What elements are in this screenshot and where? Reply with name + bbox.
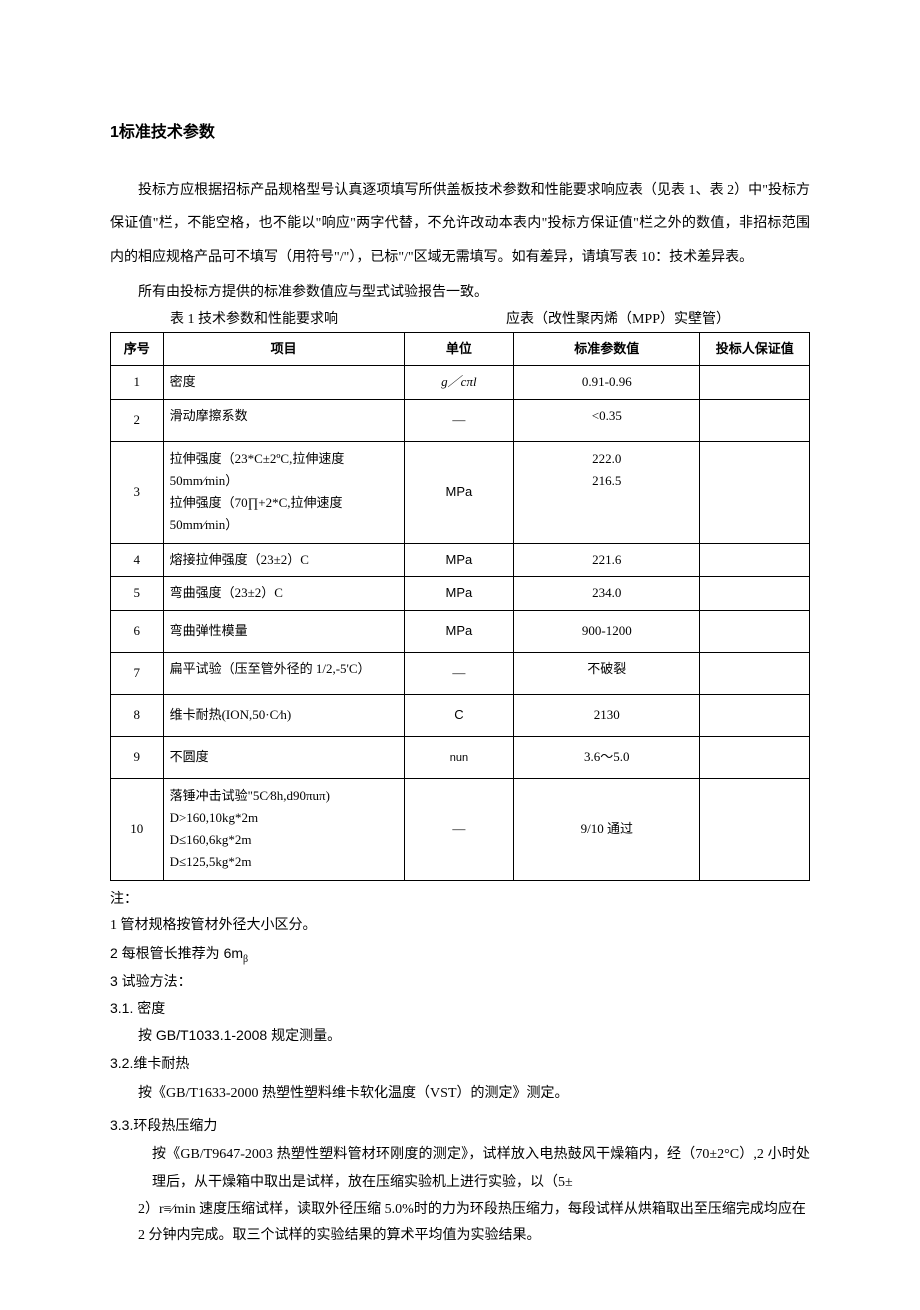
- cell-std: 234.0: [514, 577, 700, 611]
- unit-text: nun: [450, 752, 468, 764]
- cell-bid: [700, 737, 810, 779]
- table-row: 9 不圆度 nun 3.6～5.0: [111, 737, 810, 779]
- table-header-row: 序号 项目 单位 标准参数值 投标人保证值: [111, 332, 810, 366]
- note-body: 按《GB/T1633-2000 热塑性塑料维卡软化温度（VST）的测定》测定。: [110, 1079, 810, 1110]
- cell-bid: [700, 400, 810, 442]
- cell-item: 密度: [163, 366, 404, 400]
- note-subheading: 3.2.维卡耐热: [110, 1048, 810, 1079]
- cell-bid: [700, 695, 810, 737]
- cell-item: 维卡耐热(ION,50·C∕h): [163, 695, 404, 737]
- unit-text: MPa: [446, 484, 473, 499]
- cell-seq: 9: [111, 737, 164, 779]
- note-item: 2 每根管长推荐为 6mβ: [110, 940, 810, 969]
- cell-bid: [700, 366, 810, 400]
- unit-text: MPa: [446, 623, 473, 638]
- table-caption: 表 1 技术参数和性能要求响 应表（改性聚丙烯（MPP）实壁管）: [110, 309, 810, 331]
- intro-paragraph-2: 所有由投标方提供的标准参数值应与型式试验报告一致。: [110, 278, 810, 309]
- note-item: 3 试验方法：: [110, 968, 810, 995]
- cell-seq: 10: [111, 779, 164, 880]
- cell-seq: 6: [111, 611, 164, 653]
- unit-text: g／cπl: [441, 374, 476, 389]
- cell-unit: MPa: [404, 577, 514, 611]
- cell-unit: C: [404, 695, 514, 737]
- table-row: 2 滑动摩擦系数 — <0.35: [111, 400, 810, 442]
- cell-seq: 2: [111, 400, 164, 442]
- note-sub: β: [243, 953, 248, 964]
- cell-seq: 5: [111, 577, 164, 611]
- cell-bid: [700, 442, 810, 543]
- cell-unit: MPa: [404, 611, 514, 653]
- th-seq: 序号: [111, 332, 164, 366]
- note-body: 按 GB/T1033.1-2008 规定测量。: [110, 1022, 810, 1049]
- cell-item: 弯曲强度（23±2）C: [163, 577, 404, 611]
- cell-item: 弯曲弹性模量: [163, 611, 404, 653]
- spec-table: 序号 项目 单位 标准参数值 投标人保证值 1 密度 g／cπl 0.91-0.…: [110, 332, 810, 881]
- table-row: 7 扁平试验（压至管外径的 1/2,-5'C） — 不破裂: [111, 653, 810, 695]
- note-text: 2 每根管长推荐为 6m: [110, 945, 243, 961]
- note-item: 1 管材规格按管材外径大小区分。: [110, 913, 810, 940]
- th-unit: 单位: [404, 332, 514, 366]
- cell-unit: MPa: [404, 543, 514, 577]
- intro-paragraph-1: 投标方应根据招标产品规格型号认真逐项填写所供盖板技术参数和性能要求响应表（见表 …: [110, 174, 810, 275]
- unit-text: MPa: [446, 552, 473, 567]
- cell-seq: 3: [111, 442, 164, 543]
- cell-item: 不圆度: [163, 737, 404, 779]
- cell-std: 9/10 通过: [514, 779, 700, 880]
- note-label: 注：: [110, 887, 810, 914]
- cell-std: 不破裂: [514, 653, 700, 695]
- cell-bid: [700, 653, 810, 695]
- cell-item: 滑动摩擦系数: [163, 400, 404, 442]
- th-std: 标准参数值: [514, 332, 700, 366]
- unit-text: MPa: [446, 585, 473, 600]
- unit-text: C: [454, 707, 463, 722]
- note-subheading: 3.1. 密度: [110, 995, 810, 1022]
- cell-seq: 7: [111, 653, 164, 695]
- cell-std: 222.0216.5: [514, 442, 700, 543]
- section-heading: 1标准技术参数: [110, 120, 810, 146]
- th-item: 项目: [163, 332, 404, 366]
- cell-std: 2130: [514, 695, 700, 737]
- cell-item: 熔接拉伸强度（23±2）C: [163, 543, 404, 577]
- cell-seq: 1: [111, 366, 164, 400]
- cell-unit: —: [404, 779, 514, 880]
- cell-unit: MPa: [404, 442, 514, 543]
- cell-bid: [700, 577, 810, 611]
- cell-bid: [700, 543, 810, 577]
- table-caption-left: 表 1 技术参数和性能要求响: [170, 309, 338, 331]
- note-body: 2）r≡∕min 速度压缩试样，读取外径压缩 5.0%时的力为环段热压缩力，每段…: [110, 1197, 810, 1250]
- table-caption-right: 应表（改性聚丙烯（MPP）实壁管）: [506, 309, 730, 331]
- cell-bid: [700, 611, 810, 653]
- note-subheading: 3.3.环段热压缩力: [110, 1110, 810, 1141]
- note-body: 按《GB/T9647-2003 热塑性塑料管材环刚度的测定》，试样放入电热鼓风干…: [110, 1141, 810, 1197]
- table-row: 5 弯曲强度（23±2）C MPa 234.0: [111, 577, 810, 611]
- cell-unit: nun: [404, 737, 514, 779]
- cell-item: 拉伸强度（23*C±2ºC,拉伸速度50mm∕min）拉伸强度（70∏+2*C,…: [163, 442, 404, 543]
- cell-item: 扁平试验（压至管外径的 1/2,-5'C）: [163, 653, 404, 695]
- cell-std: <0.35: [514, 400, 700, 442]
- table-row: 3 拉伸强度（23*C±2ºC,拉伸速度50mm∕min）拉伸强度（70∏+2*…: [111, 442, 810, 543]
- th-bid: 投标人保证值: [700, 332, 810, 366]
- cell-seq: 8: [111, 695, 164, 737]
- cell-unit: —: [404, 400, 514, 442]
- cell-seq: 4: [111, 543, 164, 577]
- cell-bid: [700, 779, 810, 880]
- table-row: 10 落锤冲击试验"5C∕8h,d90πuπ)D>160,10kg*2mD≤16…: [111, 779, 810, 880]
- cell-std: 3.6～5.0: [514, 737, 700, 779]
- table-row: 1 密度 g／cπl 0.91-0.96: [111, 366, 810, 400]
- cell-std: 0.91-0.96: [514, 366, 700, 400]
- table-row: 8 维卡耐热(ION,50·C∕h) C 2130: [111, 695, 810, 737]
- cell-std: 221.6: [514, 543, 700, 577]
- cell-unit: g／cπl: [404, 366, 514, 400]
- table-row: 4 熔接拉伸强度（23±2）C MPa 221.6: [111, 543, 810, 577]
- cell-item: 落锤冲击试验"5C∕8h,d90πuπ)D>160,10kg*2mD≤160,6…: [163, 779, 404, 880]
- cell-unit: —: [404, 653, 514, 695]
- table-row: 6 弯曲弹性模量 MPa 900-1200: [111, 611, 810, 653]
- notes-section: 注： 1 管材规格按管材外径大小区分。 2 每根管长推荐为 6mβ 3 试验方法…: [110, 887, 810, 1250]
- cell-std: 900-1200: [514, 611, 700, 653]
